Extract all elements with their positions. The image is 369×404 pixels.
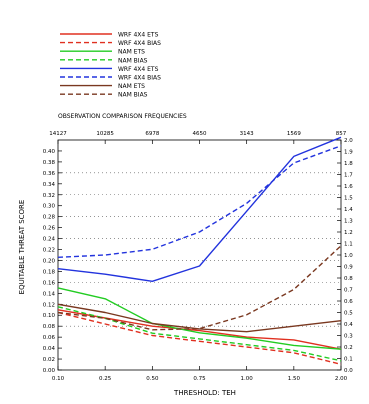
x-tick-label: 0.50 bbox=[146, 376, 159, 382]
x-tick-label: 0.10 bbox=[52, 376, 65, 382]
legend-label: WRF 4X4 ETS bbox=[118, 66, 159, 73]
y2-tick-label: 1.6 bbox=[344, 184, 353, 190]
top-tick-label: 3143 bbox=[240, 131, 254, 137]
legend-label: NAM ETS bbox=[118, 83, 145, 90]
y2-tick-label: 1.4 bbox=[344, 207, 353, 213]
y2-tick-label: 1.7 bbox=[344, 173, 353, 179]
y-tick-label: 0.30 bbox=[43, 204, 56, 210]
series-line-7 bbox=[57, 303, 342, 333]
series-line-2 bbox=[57, 311, 342, 365]
y2-tick-label: 0.0 bbox=[344, 368, 353, 374]
series-line-4 bbox=[57, 306, 342, 362]
y2-tick-label: 0.8 bbox=[344, 276, 353, 282]
y2-tick-label: 0.9 bbox=[344, 265, 353, 271]
grid bbox=[58, 172, 341, 327]
y-tick-label: 0.16 bbox=[43, 280, 56, 286]
y-tick-label: 0.34 bbox=[43, 182, 56, 188]
y-tick-label: 0.02 bbox=[43, 357, 55, 363]
top-tick-label: 4650 bbox=[193, 131, 207, 137]
y2-tick-label: 0.4 bbox=[344, 322, 353, 328]
y-tick-label: 0.32 bbox=[43, 193, 55, 199]
y-tick-label: 0.22 bbox=[43, 248, 55, 254]
y2-tick-label: 0.7 bbox=[344, 288, 353, 294]
y-tick-label: 0.24 bbox=[43, 237, 56, 243]
series-line-5 bbox=[57, 136, 342, 282]
y-tick-label: 0.40 bbox=[43, 149, 56, 155]
x-tick-label: 0.75 bbox=[193, 376, 206, 382]
x-tick-label: 2.00 bbox=[335, 376, 348, 382]
y2-tick-label: 1.8 bbox=[344, 161, 353, 167]
y2-tick-label: 0.6 bbox=[344, 299, 353, 305]
y-tick-label: 0.28 bbox=[43, 215, 56, 221]
y2-tick-label: 0.5 bbox=[344, 311, 353, 317]
y2-tick-label: 1.5 bbox=[344, 196, 353, 202]
top-tick-label: 6978 bbox=[145, 131, 159, 137]
y2-tick-label: 0.1 bbox=[344, 357, 353, 363]
y-tick-label: 0.00 bbox=[43, 368, 56, 374]
x-tick-label: 1.50 bbox=[288, 376, 301, 382]
legend-label: NAM ETS bbox=[118, 49, 145, 56]
y-tick-label: 0.20 bbox=[43, 258, 56, 264]
series-line-8 bbox=[57, 245, 342, 331]
y-tick-label: 0.18 bbox=[43, 269, 56, 275]
y-tick-label: 0.36 bbox=[43, 171, 56, 177]
y-tick-label: 0.08 bbox=[43, 324, 56, 330]
y-tick-label: 0.26 bbox=[43, 226, 56, 232]
y-tick-label: 0.12 bbox=[43, 302, 55, 308]
x-tick-label: 1.00 bbox=[241, 376, 254, 382]
legend-label: WRF 4X4 BIAS bbox=[118, 75, 161, 82]
y-tick-label: 0.04 bbox=[43, 346, 56, 352]
x-tick-label: 0.25 bbox=[99, 376, 112, 382]
series-layer bbox=[57, 136, 342, 365]
y2-tick-label: 2.0 bbox=[344, 138, 353, 144]
y2-tick-label: 1.9 bbox=[344, 150, 353, 156]
legend-label: WRF 4X4 BIAS bbox=[118, 40, 161, 47]
series-line-3 bbox=[57, 287, 342, 350]
top-axis-title: OBSERVATION COMPARISON FREQUENCIES bbox=[58, 113, 187, 120]
x-axis-title: THRESHOLD: TEH bbox=[173, 389, 236, 397]
y2-tick-label: 1.3 bbox=[344, 219, 353, 225]
y2-tick-label: 1.1 bbox=[344, 242, 353, 248]
series-line-6 bbox=[57, 145, 342, 258]
y2-tick-label: 0.2 bbox=[344, 345, 353, 351]
legend-label: NAM BIAS bbox=[118, 92, 148, 99]
top-tick-label: 857 bbox=[336, 131, 347, 137]
y2-tick-label: 0.3 bbox=[344, 334, 353, 340]
top-tick-label: 1569 bbox=[287, 131, 301, 137]
y2-tick-label: 1.2 bbox=[344, 230, 353, 236]
top-tick-label: 14127 bbox=[49, 131, 67, 137]
top-tick-label: 10285 bbox=[96, 131, 114, 137]
axes: 0.000.020.040.060.080.100.120.140.160.18… bbox=[43, 131, 353, 382]
legend-label: NAM BIAS bbox=[118, 57, 148, 64]
y-tick-label: 0.14 bbox=[43, 291, 56, 297]
y-tick-label: 0.38 bbox=[43, 160, 56, 166]
legend-label: WRF 4X4 ETS bbox=[118, 32, 159, 39]
y2-tick-label: 1.0 bbox=[344, 253, 353, 259]
y-axis-title: EQUITABLE THREAT SCORE bbox=[18, 200, 26, 295]
y-tick-label: 0.06 bbox=[43, 335, 56, 341]
y-tick-label: 0.10 bbox=[43, 313, 56, 319]
